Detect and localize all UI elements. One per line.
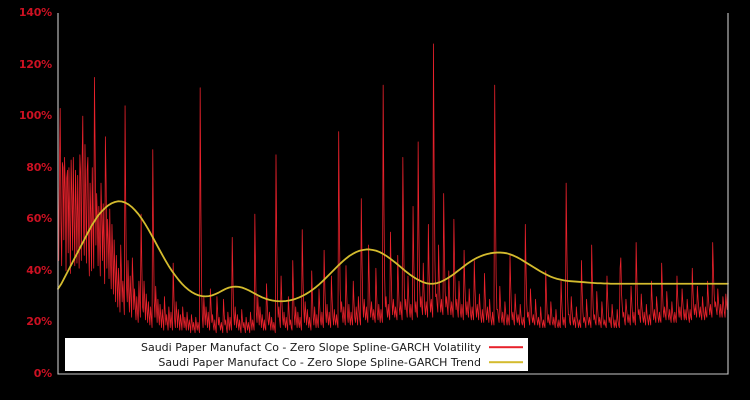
y-axis-tick-label: 0% (33, 367, 52, 380)
legend-line-volatility (489, 342, 523, 353)
legend-entry-volatility[interactable]: Saudi Paper Manufact Co - Zero Slope Spl… (65, 340, 528, 355)
axes-layer (57, 13, 729, 375)
legend-label-trend: Saudi Paper Manufact Co - Zero Slope Spl… (158, 355, 481, 369)
y-axis-tick-label: 40% (26, 263, 52, 277)
chart-legend[interactable]: Saudi Paper Manufact Co - Zero Slope Spl… (65, 338, 528, 371)
y-axis-tick-label: 60% (26, 212, 52, 226)
series-line-trend (57, 200, 729, 303)
legend-label-volatility: Saudi Paper Manufact Co - Zero Slope Spl… (140, 340, 481, 354)
y-axis-tick-label: 120% (18, 57, 52, 71)
legend-line-trend (489, 357, 523, 368)
legend-entry-trend[interactable]: Saudi Paper Manufact Co - Zero Slope Spl… (65, 355, 528, 370)
series-line-volatility (57, 43, 729, 334)
y-axis-tick-label: 100% (18, 109, 52, 123)
y-axis-tick-label: 20% (26, 315, 52, 329)
y-axis-tick-label: 140% (18, 6, 52, 19)
y-axis-tick-labels: 0% 20% 40% 60% 80% 100% 120% 140% (0, 0, 52, 400)
series-layer (57, 43, 729, 334)
axis-frame (57, 13, 729, 375)
y-axis-tick-label: 80% (26, 160, 52, 174)
